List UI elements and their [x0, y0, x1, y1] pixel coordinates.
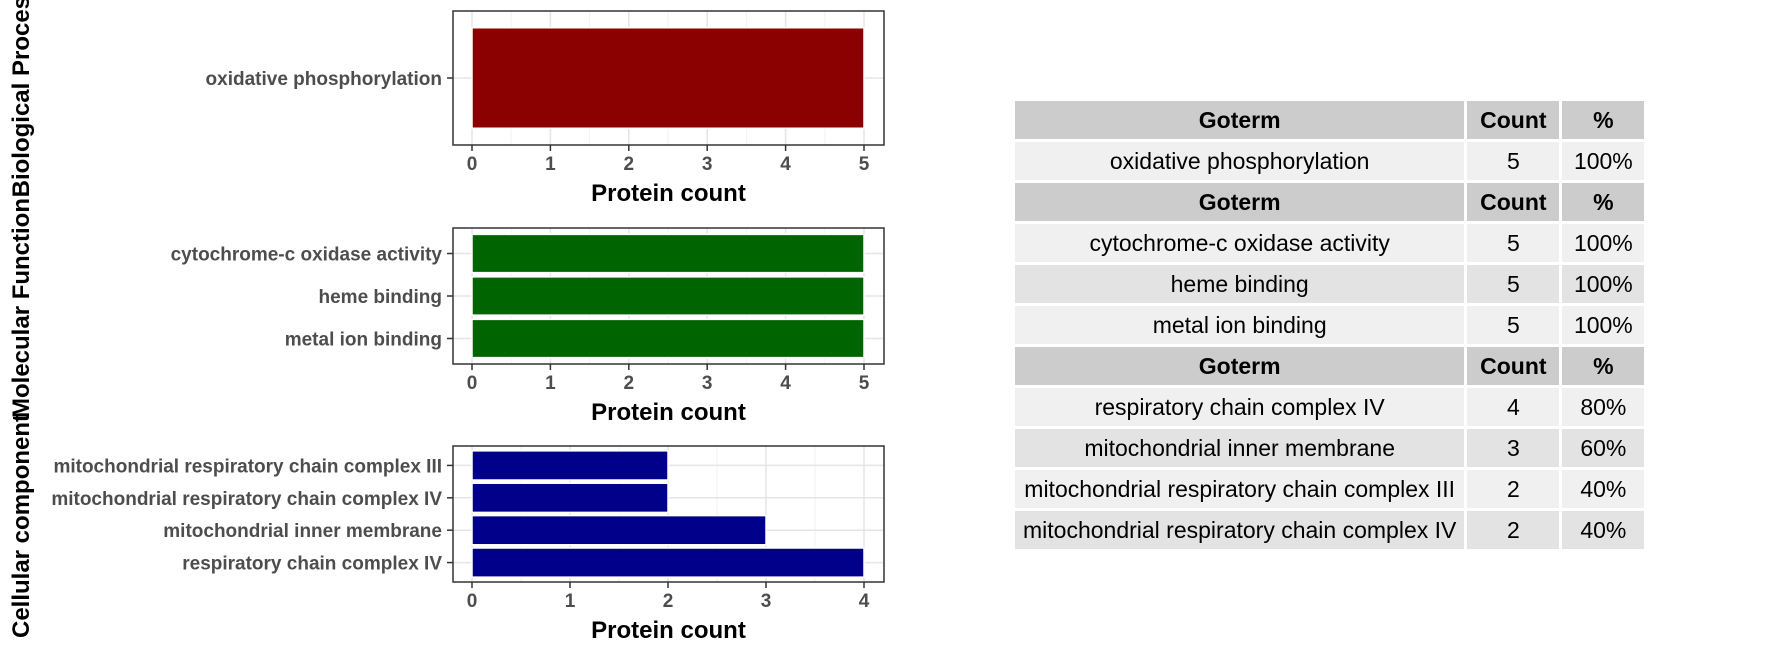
percent-header: % [1562, 101, 1645, 139]
facet-label: Molecular Function [8, 198, 35, 418]
bar-2-2 [471, 276, 865, 316]
table-header-row: Goterm Count% [1015, 183, 1645, 221]
facet-label: Biological Process [8, 0, 35, 197]
x-tick-label: 1 [545, 154, 556, 175]
chart-panel-3: respiratory chain complex IV mitochondria… [8, 414, 885, 644]
percent-cell: 100% [1562, 224, 1645, 262]
goterm-cell: respiratory chain complex IV [1015, 388, 1465, 426]
table-row: respiratory chain complex IV 4 80% [1015, 388, 1645, 426]
x-axis-title: Protein count [591, 399, 746, 426]
count-cell: 2 [1467, 511, 1560, 549]
percent-cell: 100% [1562, 265, 1645, 303]
x-tick-label: 2 [624, 154, 635, 175]
category-label: cytochrome-c oxidase activity [171, 245, 443, 266]
x-tick-label: 5 [859, 373, 870, 394]
count-header: Count [1467, 347, 1560, 385]
x-axis-title: Protein count [591, 617, 746, 644]
x-tick-label: 0 [467, 591, 478, 612]
chart-panel-2: metal ion binding heme binding cytochrome-… [8, 198, 885, 426]
table-header-row: Goterm Count% [1015, 347, 1645, 385]
table-row: metal ion binding 5 100% [1015, 306, 1645, 344]
x-tick-label: 3 [702, 154, 713, 175]
count-cell: 2 [1467, 470, 1560, 508]
table-header-row: Goterm Count% [1015, 101, 1645, 139]
count-header: Count [1467, 183, 1560, 221]
goterm-header: Goterm [1015, 183, 1465, 221]
x-tick-label: 5 [859, 154, 870, 175]
bar-3-3 [471, 482, 669, 514]
x-axis-title: Protein count [591, 180, 746, 207]
count-header: Count [1467, 101, 1560, 139]
x-tick-label: 0 [467, 154, 478, 175]
goterm-cell: mitochondrial respiratory chain complex … [1015, 470, 1465, 508]
goterm-cell: mitochondrial inner membrane [1015, 429, 1465, 467]
goterm-header: Goterm [1015, 101, 1465, 139]
x-tick-label: 1 [545, 373, 556, 394]
count-cell: 4 [1467, 388, 1560, 426]
table-row: mitochondrial respiratory chain complex … [1015, 470, 1645, 508]
bar-2-1 [471, 318, 865, 359]
bar-3-4 [471, 450, 669, 481]
x-tick-label: 2 [663, 591, 674, 612]
x-tick-label: 3 [761, 591, 772, 612]
goterm-cell: cytochrome-c oxidase activity [1015, 224, 1465, 262]
category-label: heme binding [319, 287, 443, 308]
percent-cell: 40% [1562, 511, 1645, 549]
x-tick-label: 3 [702, 373, 713, 394]
x-tick-label: 4 [780, 154, 791, 175]
chart-panel-1: oxidative phosphorylation 0 1 2 3 4 5 Protein c… [8, 0, 885, 207]
x-tick-label: 4 [780, 373, 791, 394]
bar-3-2 [471, 514, 767, 546]
category-label: mitochondrial respiratory chain complex … [51, 489, 442, 510]
facet-label: Cellular component [8, 414, 35, 638]
goterm-cell: oxidative phosphorylation [1015, 142, 1465, 180]
count-cell: 3 [1467, 429, 1560, 467]
category-label: oxidative phosphorylation [206, 69, 442, 90]
percent-cell: 40% [1562, 470, 1645, 508]
percent-header: % [1562, 183, 1645, 221]
percent-header: % [1562, 347, 1645, 385]
goterm-cell: heme binding [1015, 265, 1465, 303]
category-label: mitochondrial respiratory chain complex … [53, 456, 442, 477]
goterm-cell: metal ion binding [1015, 306, 1465, 344]
x-tick-label: 2 [624, 373, 635, 394]
bar-1-1 [471, 27, 865, 129]
goterm-cell: mitochondrial respiratory chain complex … [1015, 511, 1465, 549]
goterm-table: Goterm Count% oxidative phosphorylation 5 10… [1012, 98, 1647, 552]
percent-cell: 100% [1562, 142, 1645, 180]
count-cell: 5 [1467, 306, 1560, 344]
count-cell: 5 [1467, 142, 1560, 180]
goterm-header: Goterm [1015, 347, 1465, 385]
count-cell: 5 [1467, 265, 1560, 303]
table-row: oxidative phosphorylation 5 100% [1015, 142, 1645, 180]
percent-cell: 60% [1562, 429, 1645, 467]
table-row: mitochondrial inner membrane 3 60% [1015, 429, 1645, 467]
bar-2-3 [471, 233, 865, 274]
x-tick-label: 1 [565, 591, 576, 612]
category-label: metal ion binding [285, 330, 442, 351]
bar-3-1 [471, 547, 865, 578]
bar-charts: oxidative phosphorylation 0 1 2 3 4 5 Protein c… [8, 0, 885, 644]
table-row: mitochondrial respiratory chain complex … [1015, 511, 1645, 549]
table-row: cytochrome-c oxidase activity 5 100% [1015, 224, 1645, 262]
x-tick-label: 0 [467, 373, 478, 394]
count-cell: 5 [1467, 224, 1560, 262]
category-label: respiratory chain complex IV [182, 554, 442, 575]
percent-cell: 80% [1562, 388, 1645, 426]
table-row: heme binding 5 100% [1015, 265, 1645, 303]
percent-cell: 100% [1562, 306, 1645, 344]
x-tick-label: 4 [859, 591, 870, 612]
category-label: mitochondrial inner membrane [163, 521, 442, 542]
